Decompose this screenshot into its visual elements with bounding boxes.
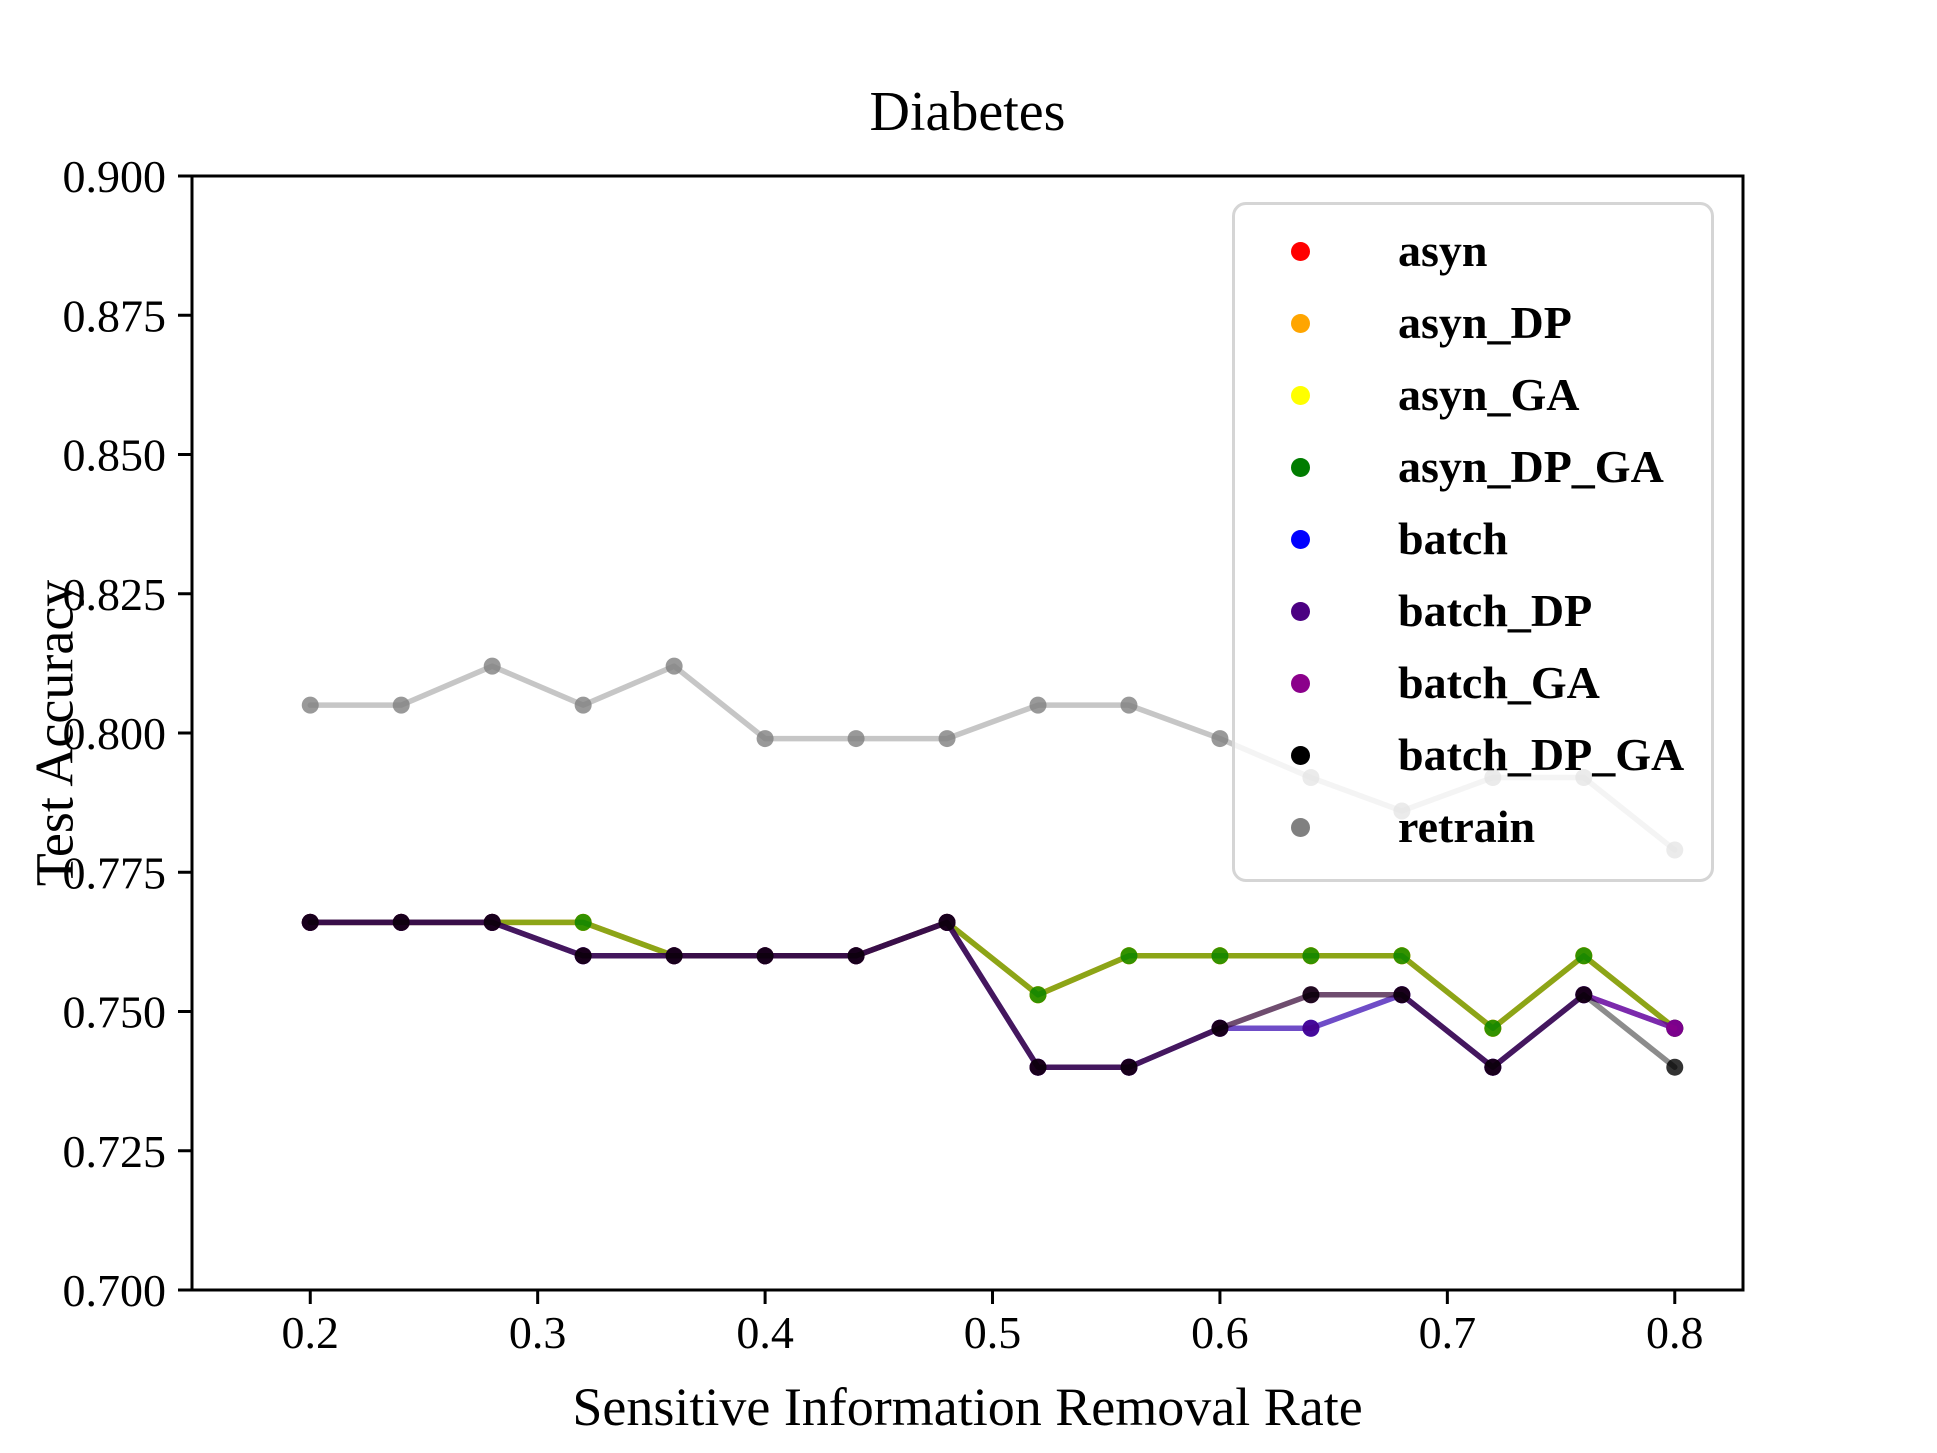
legend-label: asyn_DP_GA	[1398, 441, 1664, 492]
legend-item-batch_GA: batch_GA	[1235, 647, 1711, 719]
legend-label: asyn_DP	[1398, 297, 1572, 348]
y-tick-label: 0.850	[63, 430, 167, 481]
data-point-batch_DP_GA	[1029, 1058, 1047, 1076]
data-point-asyn_DP_GA	[1120, 947, 1138, 965]
series-line-asyn	[307, 919, 1678, 1031]
data-point-asyn_DP_GA	[1211, 947, 1229, 965]
x-axis-label: Sensitive Information Removal Rate	[572, 1377, 1363, 1437]
data-point-retrain	[1211, 730, 1229, 748]
data-point-retrain	[847, 730, 865, 748]
data-point-batch_DP_GA	[938, 913, 956, 931]
legend-label: batch_GA	[1398, 657, 1600, 708]
data-point-retrain	[392, 696, 410, 714]
legend-item-asyn: asyn	[1235, 215, 1711, 287]
data-point-batch_DP	[1302, 1019, 1320, 1037]
data-point-asyn_DP_GA	[1575, 947, 1593, 965]
legend-marker-asyn_DP_GA	[1291, 457, 1310, 477]
legend-item-retrain: retrain	[1235, 791, 1711, 863]
y-tick-label: 0.800	[63, 708, 167, 759]
data-point-batch_DP_GA	[483, 913, 501, 931]
data-point-batch_DP_GA	[1120, 1058, 1138, 1076]
data-point-batch_DP_GA	[1666, 1058, 1684, 1076]
legend-marker-asyn	[1291, 241, 1310, 261]
x-tick-label: 0.2	[282, 1307, 340, 1358]
legend-item-asyn_DP: asyn_DP	[1235, 287, 1711, 359]
series-line-asyn_DP	[307, 919, 1678, 1031]
legend-marker-retrain	[1291, 817, 1310, 837]
legend-item-batch: batch	[1235, 503, 1711, 575]
series-line-asyn_DP_GA	[307, 919, 1678, 1031]
y-tick-label: 0.700	[63, 1265, 167, 1316]
y-tick-label: 0.900	[63, 151, 167, 202]
legend-label: batch	[1398, 513, 1508, 564]
legend-marker-batch_DP	[1291, 601, 1310, 621]
legend-item-batch_DP: batch_DP	[1235, 575, 1711, 647]
x-tick-label: 0.3	[509, 1307, 567, 1358]
legend-item-asyn_GA: asyn_GA	[1235, 359, 1711, 431]
data-point-asyn_DP_GA	[1302, 947, 1320, 965]
x-tick-label: 0.6	[1191, 1307, 1249, 1358]
data-point-batch_DP_GA	[1302, 986, 1320, 1004]
data-point-batch_DP_GA	[1393, 986, 1411, 1004]
data-point-retrain	[1029, 696, 1047, 714]
data-point-retrain	[938, 730, 956, 748]
data-point-batch_DP_GA	[1211, 1019, 1229, 1037]
legend-marker-asyn_DP	[1291, 313, 1310, 333]
data-point-batch_DP_GA	[756, 947, 774, 965]
data-point-asyn_DP_GA	[1393, 947, 1411, 965]
y-tick-label: 0.775	[63, 847, 167, 898]
data-point-batch_DP_GA	[301, 913, 319, 931]
legend-label: asyn	[1398, 225, 1488, 276]
data-point-asyn_DP_GA	[1029, 986, 1047, 1004]
x-tick-label: 0.8	[1646, 1307, 1704, 1358]
data-point-retrain	[483, 657, 501, 675]
data-point-batch_DP_GA	[1484, 1058, 1502, 1076]
data-point-batch_DP_GA	[1575, 986, 1593, 1004]
data-point-asyn_DP_GA	[1484, 1019, 1502, 1037]
data-point-batch_DP_GA	[392, 913, 410, 931]
legend-label: batch_DP	[1398, 585, 1593, 636]
series-line-batch_GA	[307, 919, 1678, 1070]
y-tick-label: 0.725	[63, 1126, 167, 1177]
x-tick-label: 0.7	[1419, 1307, 1477, 1358]
data-point-batch_DP_GA	[847, 947, 865, 965]
data-point-retrain	[1120, 696, 1138, 714]
series-line-asyn_GA	[307, 919, 1678, 1031]
chart-title: Diabetes	[869, 81, 1066, 143]
y-tick-label: 0.825	[63, 569, 167, 620]
data-point-retrain	[301, 696, 319, 714]
series-markers-batch_DP_GA	[301, 913, 1684, 1076]
legend-item-batch_DP_GA: batch_DP_GA	[1235, 719, 1711, 791]
legend-label: retrain	[1398, 801, 1536, 852]
data-point-batch_DP_GA	[665, 947, 683, 965]
legend-marker-batch	[1291, 529, 1310, 549]
y-axis-label: Test Accuracy	[24, 579, 85, 887]
y-tick-label: 0.750	[63, 987, 167, 1038]
series-line-batch_DP	[307, 919, 1678, 1070]
data-point-retrain	[665, 657, 683, 675]
series-line-batch_DP_GA	[307, 919, 1678, 1070]
series-line-batch	[307, 919, 1678, 1070]
legend-marker-asyn_GA	[1291, 385, 1310, 405]
data-point-asyn_DP_GA	[574, 913, 592, 931]
legend-label: asyn_GA	[1398, 369, 1580, 420]
y-tick-label: 0.875	[63, 290, 167, 341]
legend-marker-batch_GA	[1291, 673, 1310, 693]
legend-label: batch_DP_GA	[1398, 729, 1685, 780]
data-point-retrain	[756, 730, 774, 748]
data-point-retrain	[574, 696, 592, 714]
data-point-batch_GA	[1666, 1019, 1684, 1037]
x-tick-label: 0.5	[964, 1307, 1022, 1358]
data-point-batch_DP_GA	[574, 947, 592, 965]
legend-item-asyn_DP_GA: asyn_DP_GA	[1235, 431, 1711, 503]
x-tick-label: 0.4	[736, 1307, 794, 1358]
legend-marker-batch_DP_GA	[1291, 745, 1310, 765]
